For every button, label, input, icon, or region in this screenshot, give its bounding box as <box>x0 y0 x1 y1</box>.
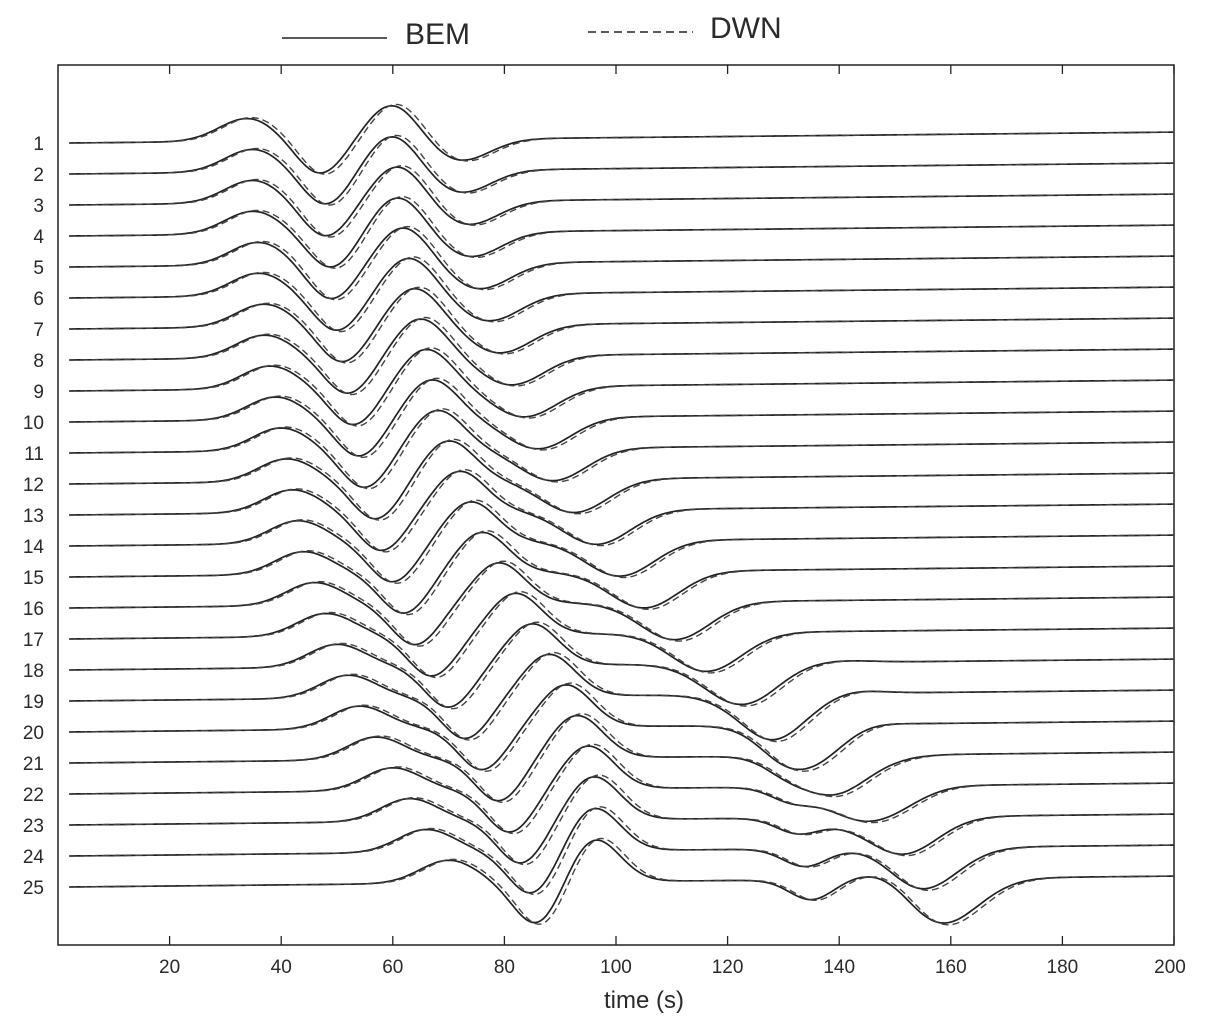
trace-6-dwn-line <box>69 256 1174 333</box>
x-tick-label: 20 <box>159 957 180 978</box>
x-tick-label: 160 <box>935 957 967 978</box>
trace-2-dwn-line <box>69 134 1174 206</box>
trace-label-15: 15 <box>23 568 44 589</box>
x-tick-label: 80 <box>494 957 515 978</box>
trace-label-12: 12 <box>23 475 44 496</box>
trace-label-11: 11 <box>24 444 44 465</box>
trace-9-dwn-line <box>69 347 1174 427</box>
trace-25-bem-line <box>69 839 1174 924</box>
trace-label-18: 18 <box>23 661 44 682</box>
trace-20-dwn-line <box>69 682 1174 772</box>
x-tick-label: 200 <box>1154 957 1186 978</box>
trace-16-dwn-line <box>69 560 1174 647</box>
trace-22-dwn-line <box>69 743 1174 835</box>
x-axis-title: time (s) <box>604 987 684 1014</box>
legend: BEM DWN <box>282 12 782 51</box>
legend-label-dwn: DWN <box>710 12 782 45</box>
trace-label-23: 23 <box>23 816 44 837</box>
trace-15-dwn-line <box>69 530 1174 616</box>
trace-13-dwn-line <box>69 468 1174 553</box>
trace-label-14: 14 <box>23 537 45 558</box>
trace-label-7: 7 <box>33 320 44 341</box>
x-tick-label: 140 <box>823 957 855 978</box>
trace-label-6: 6 <box>33 289 44 310</box>
x-tick-label: 100 <box>600 957 632 978</box>
trace-4-bem-line <box>69 197 1174 268</box>
trace-label-1: 1 <box>33 134 44 155</box>
trace-1-bem-line <box>69 104 1174 174</box>
trace-3-bem-line <box>69 166 1174 237</box>
trace-labels: 1234567891011121314151617181920212223242… <box>23 134 45 899</box>
trace-label-5: 5 <box>33 258 44 279</box>
trace-15-bem-line <box>69 531 1174 614</box>
trace-label-19: 19 <box>23 692 44 713</box>
trace-23-dwn-line <box>69 774 1174 866</box>
trace-4-dwn-line <box>69 196 1174 269</box>
trace-21-bem-line <box>69 714 1174 802</box>
trace-label-20: 20 <box>23 723 44 744</box>
trace-14-bem-line <box>69 501 1174 583</box>
trace-14-dwn-line <box>69 499 1174 584</box>
trace-10-dwn-line <box>69 377 1174 459</box>
trace-label-8: 8 <box>33 351 44 372</box>
legend-label-bem: BEM <box>405 18 470 51</box>
trace-25-dwn-line <box>69 837 1174 926</box>
trace-8-dwn-line <box>69 316 1174 396</box>
trace-20-bem-line <box>69 684 1174 771</box>
trace-12-dwn-line <box>69 438 1174 521</box>
trace-label-24: 24 <box>23 847 45 868</box>
x-tick-label: 120 <box>712 957 744 978</box>
trace-7-dwn-line <box>69 286 1174 364</box>
trace-17-dwn-line <box>69 590 1174 679</box>
trace-label-17: 17 <box>23 630 44 651</box>
trace-label-2: 2 <box>33 165 44 186</box>
trace-11-dwn-line <box>69 408 1174 490</box>
trace-21-dwn-line <box>69 713 1174 804</box>
trace-18-dwn-line <box>69 621 1174 710</box>
trace-11-bem-line <box>69 409 1174 489</box>
trace-24-dwn-line <box>69 806 1174 896</box>
trace-label-13: 13 <box>23 506 44 527</box>
x-ticks: 20 40 60 80 100 120 140 160 180 200 <box>159 65 1186 978</box>
x-tick-label: 60 <box>382 957 403 978</box>
trace-label-9: 9 <box>33 382 44 403</box>
trace-label-16: 16 <box>23 599 44 620</box>
trace-3-dwn-line <box>69 164 1174 238</box>
trace-label-21: 21 <box>23 754 44 775</box>
trace-2-bem-line <box>69 136 1174 205</box>
traces <box>69 103 1174 926</box>
trace-19-bem-line <box>69 653 1174 741</box>
trace-19-dwn-line <box>69 651 1174 743</box>
trace-label-4: 4 <box>33 227 44 248</box>
trace-label-22: 22 <box>23 785 44 806</box>
trace-1-dwn-line <box>69 103 1174 175</box>
trace-label-25: 25 <box>23 878 44 899</box>
x-tick-label: 40 <box>271 957 292 978</box>
trace-label-10: 10 <box>23 413 44 434</box>
trace-5-dwn-line <box>69 225 1174 301</box>
trace-label-3: 3 <box>33 196 44 217</box>
x-tick-label: 180 <box>1047 957 1079 978</box>
trace-24-bem-line <box>69 807 1174 894</box>
